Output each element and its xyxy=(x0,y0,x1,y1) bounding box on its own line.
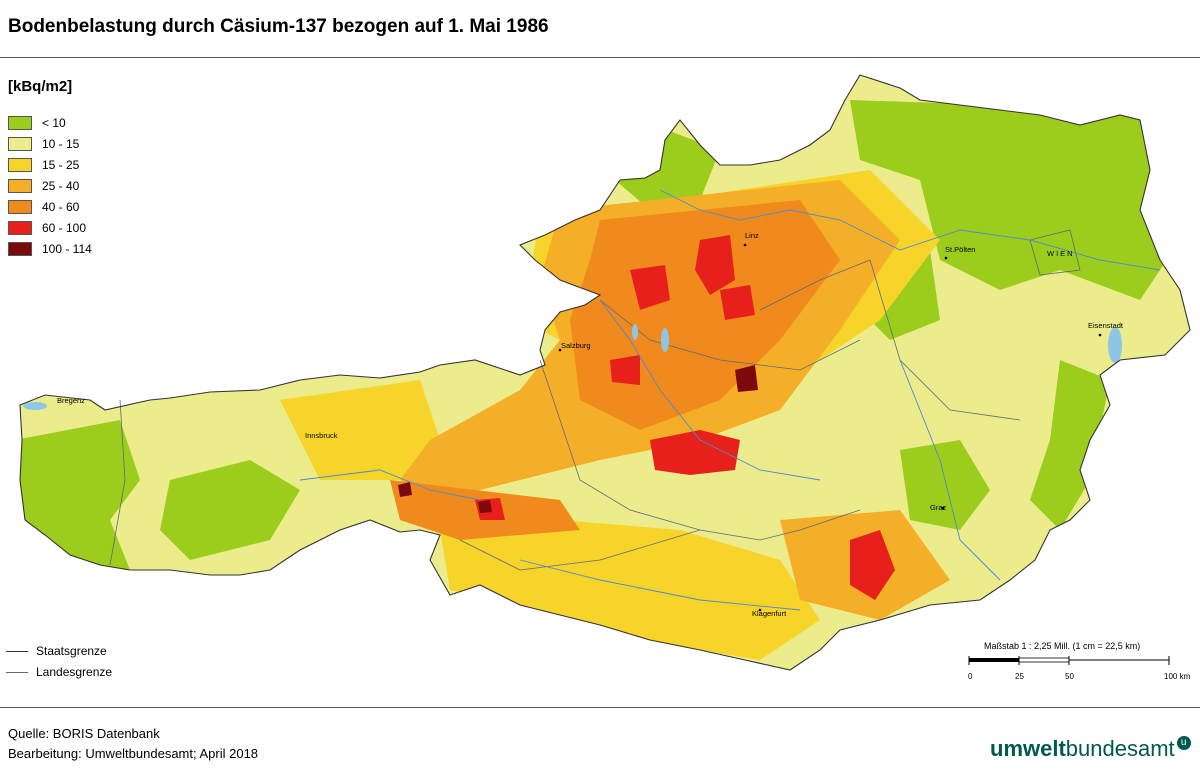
river-danube xyxy=(659,189,1161,271)
logo-text-bold: umwelt xyxy=(990,736,1066,761)
place-label: St.Pölten xyxy=(945,245,975,254)
lake-attersee xyxy=(661,328,669,352)
logo-text: bundesamt xyxy=(1065,736,1175,761)
source-line: Quelle: BORIS Datenbank xyxy=(8,726,160,741)
legend-label: 25 - 40 xyxy=(42,178,80,193)
legend-staatsgrenze: Staatsgrenze xyxy=(6,644,107,658)
river-inn xyxy=(299,469,481,501)
austria-map: Linz St.Pölten WIEN Eisenstadt Salzburg … xyxy=(19,74,1191,671)
legend-label: < 10 xyxy=(42,115,66,130)
legend-item: 40 - 60 xyxy=(8,196,92,217)
scale-tick-label: 100 km xyxy=(1164,672,1191,681)
zone xyxy=(630,265,670,310)
legend-label: 10 - 15 xyxy=(42,136,80,151)
map-title: Bodenbelastung durch Cäsium-137 bezogen … xyxy=(8,16,549,37)
scale-tick-label: 50 xyxy=(1065,672,1074,681)
city-dot xyxy=(743,243,747,247)
legend-label: 40 - 60 xyxy=(42,199,80,214)
legend-swatch xyxy=(8,178,32,193)
scale-segment xyxy=(1018,657,1070,663)
rivers xyxy=(299,189,1161,611)
place-labels: Linz St.Pölten WIEN Eisenstadt Salzburg … xyxy=(57,231,1124,618)
zone xyxy=(695,235,735,295)
legend-swatch xyxy=(8,220,32,235)
legend-landesgrenze: Landesgrenze xyxy=(6,665,112,679)
legend-unit: [kBq/m2] xyxy=(8,78,73,95)
border-line-sample xyxy=(6,650,28,652)
legend-label: 100 - 114 xyxy=(42,241,92,256)
legend-item: < 10 xyxy=(8,112,92,133)
logo-mark-icon: u xyxy=(1176,736,1191,750)
legend-swatch xyxy=(8,157,32,172)
city-dot xyxy=(758,608,762,612)
legend-label: 60 - 100 xyxy=(42,220,87,235)
vienna-border xyxy=(1029,229,1081,276)
state-border xyxy=(869,259,1021,421)
legend-line-label: Landesgrenze xyxy=(36,665,113,679)
state-border xyxy=(539,359,701,531)
scale-tick-label: 0 xyxy=(968,672,973,681)
lake-bodensee xyxy=(23,402,47,410)
place-label: Innsbruck xyxy=(305,431,338,440)
title-divider xyxy=(0,57,1200,58)
state-border xyxy=(109,399,126,566)
place-label: WIEN xyxy=(1047,249,1075,258)
place-label: Bregenz xyxy=(57,396,85,405)
lakes xyxy=(23,324,1122,410)
zone xyxy=(398,482,412,497)
river xyxy=(599,299,821,481)
zone xyxy=(720,285,755,320)
state-border xyxy=(759,259,871,311)
state-line-sample xyxy=(6,671,28,673)
zone xyxy=(440,520,820,660)
state-border xyxy=(699,509,861,541)
zone xyxy=(160,460,300,560)
legend-swatch xyxy=(8,115,32,130)
umweltbundesamt-logo: umweltbundesamt u xyxy=(990,736,1191,762)
city-dot xyxy=(1098,333,1102,337)
zone xyxy=(900,440,990,530)
legend-label: 15 - 25 xyxy=(42,157,80,172)
zone xyxy=(20,420,140,570)
zone xyxy=(478,500,492,513)
scale-segment xyxy=(969,658,1019,662)
lake-mondsee xyxy=(632,324,638,340)
city-dot xyxy=(941,506,945,510)
city-dot xyxy=(944,256,948,260)
legend-swatch xyxy=(8,241,32,256)
editor-line: Bearbeitung: Umweltbundesamt; April 2018 xyxy=(8,746,259,761)
lake-neusiedl xyxy=(1108,327,1122,363)
legend-swatch xyxy=(8,136,32,151)
place-label: Graz xyxy=(930,503,947,512)
zone xyxy=(850,530,895,600)
zone xyxy=(735,365,758,392)
zone xyxy=(610,355,640,385)
zone xyxy=(650,430,740,475)
place-label: Salzburg xyxy=(561,341,591,350)
zone xyxy=(850,100,1180,300)
place-label: Klagenfurt xyxy=(752,609,787,618)
city-dot xyxy=(558,348,562,352)
footer-divider xyxy=(0,707,1200,708)
scale-label: Maßstab 1 : 2,25 Mill. (1 cm = 22,5 km) xyxy=(984,641,1141,651)
place-label: Linz xyxy=(745,231,759,240)
scale-tick-label: 25 xyxy=(1015,672,1024,681)
legend-item: 100 - 114 xyxy=(8,238,92,259)
legend-item: 60 - 100 xyxy=(8,217,92,238)
river-mur xyxy=(899,359,1001,581)
zone xyxy=(280,380,440,480)
color-legend: < 10 10 - 15 15 - 25 25 - 40 40 - 60 60 … xyxy=(8,112,92,259)
legend-item: 10 - 15 xyxy=(8,133,92,154)
legend-swatch xyxy=(8,199,32,214)
legend-item: 25 - 40 xyxy=(8,175,92,196)
zone xyxy=(1030,360,1110,530)
state-border xyxy=(459,529,701,571)
radiation-zones xyxy=(20,75,1190,670)
river-drau xyxy=(519,559,801,611)
scale-bar xyxy=(968,656,1170,665)
legend-line-label: Staatsgrenze xyxy=(36,644,107,658)
place-label: Eisenstadt xyxy=(1088,321,1124,330)
legend-item: 15 - 25 xyxy=(8,154,92,175)
